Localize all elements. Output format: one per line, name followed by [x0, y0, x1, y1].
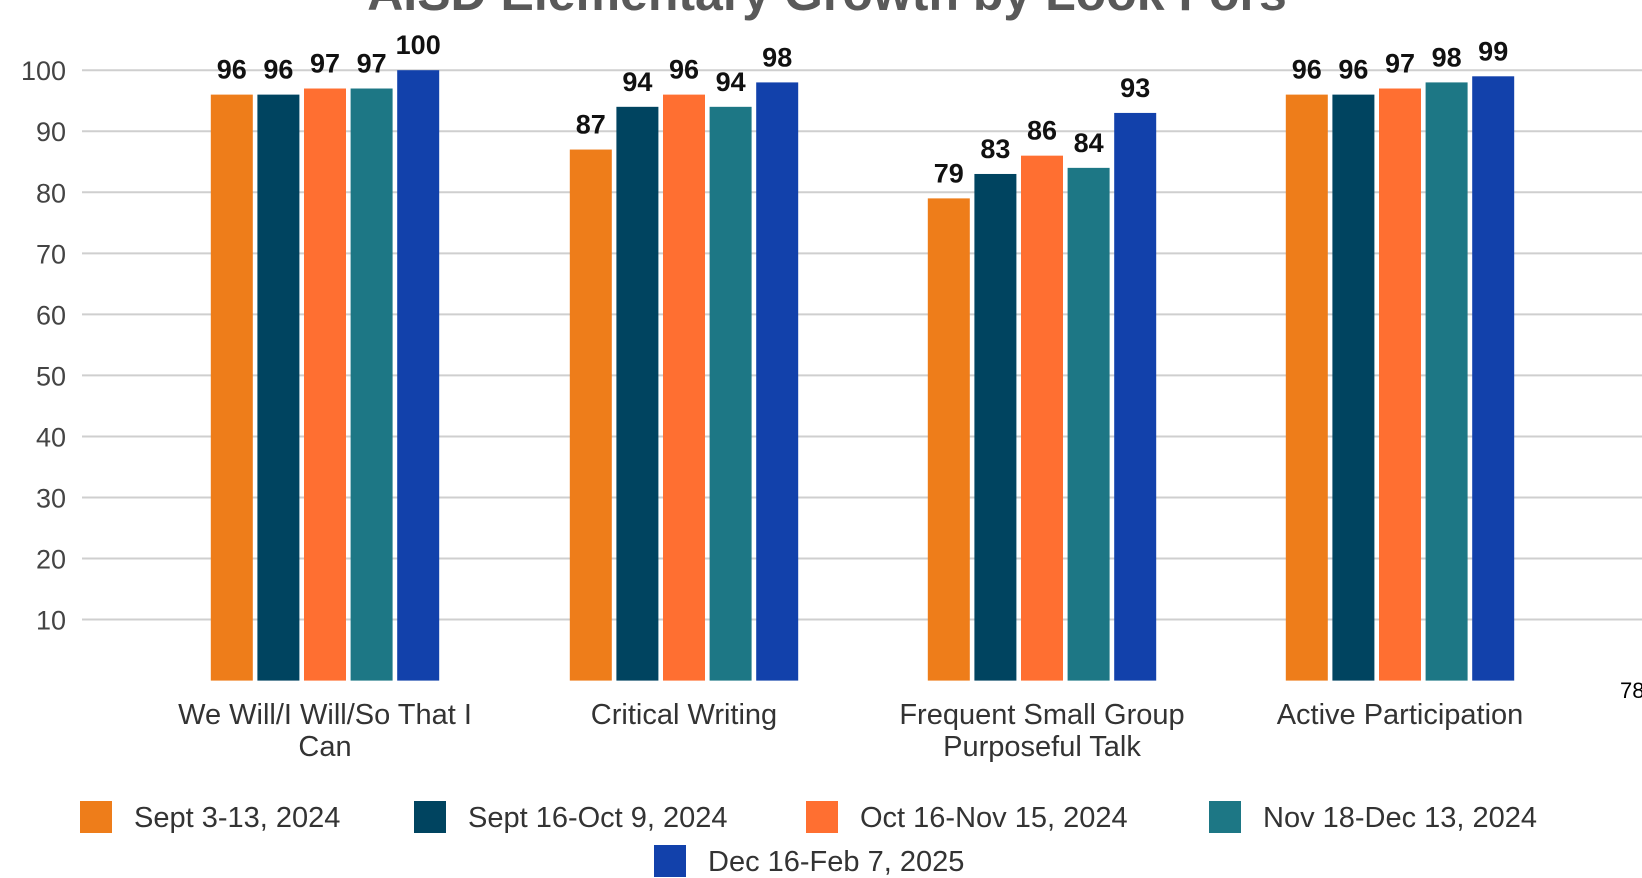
- legend-swatch: [414, 801, 446, 833]
- annotation: 78: [1620, 678, 1642, 703]
- data-label: 96: [1292, 55, 1322, 85]
- bar: [257, 94, 300, 681]
- data-label: 79: [934, 158, 964, 188]
- bar: [927, 198, 970, 681]
- y-tick-label: 100: [21, 56, 66, 86]
- y-tick-label: 70: [36, 239, 66, 269]
- data-label: 84: [1074, 128, 1104, 158]
- y-tick-label: 20: [36, 545, 66, 575]
- legend-label: Sept 16-Oct 9, 2024: [468, 802, 728, 834]
- bar: [616, 106, 659, 681]
- bar: [210, 94, 253, 681]
- y-tick-label: 40: [36, 422, 66, 452]
- legend-swatch: [806, 801, 838, 833]
- legend-swatch: [654, 845, 686, 877]
- x-tick-label: We Will/I Will/So That I Can: [178, 698, 472, 763]
- legend-swatch: [1209, 801, 1241, 833]
- legend-label: Oct 16-Nov 15, 2024: [860, 802, 1128, 834]
- data-label: 97: [1385, 49, 1415, 79]
- bar: [1379, 88, 1421, 681]
- bar: [1021, 155, 1063, 681]
- legend-label: Sept 3-13, 2024: [134, 802, 340, 834]
- bar: [350, 88, 393, 681]
- bar: [1067, 167, 1110, 681]
- y-tick-label: 90: [36, 117, 66, 147]
- bar: [304, 88, 346, 681]
- bar: [1425, 82, 1468, 681]
- data-label: 96: [217, 55, 247, 85]
- data-label: 98: [1432, 42, 1462, 72]
- bar: [663, 94, 705, 681]
- x-tick-label: Frequent Small Group Purposeful Talk: [899, 698, 1185, 763]
- y-tick-label: 60: [36, 300, 66, 330]
- x-tick-label: Active Participation: [1276, 698, 1524, 731]
- chart-title: AISD Elementary Growth by Look Fors: [367, 0, 1287, 21]
- x-tick-label: Critical Writing: [590, 698, 778, 731]
- legend-swatch: [80, 801, 112, 833]
- data-label: 100: [396, 30, 441, 60]
- bar: [1472, 76, 1515, 681]
- data-label: 87: [576, 110, 606, 140]
- bar: [974, 173, 1017, 681]
- legend-label: Dec 16-Feb 7, 2025: [708, 846, 964, 878]
- data-label: 98: [762, 42, 792, 72]
- data-label: 96: [669, 55, 699, 85]
- y-tick-label: 50: [36, 361, 66, 391]
- data-label: 99: [1478, 36, 1508, 66]
- data-label: 97: [310, 49, 340, 79]
- bar: [1114, 112, 1157, 681]
- data-label: 96: [263, 55, 293, 85]
- bar: [397, 70, 440, 681]
- bar: [1285, 94, 1328, 681]
- data-label: 96: [1338, 55, 1368, 85]
- bar: [709, 106, 752, 681]
- bar: [756, 82, 799, 681]
- data-label: 93: [1120, 73, 1150, 103]
- data-label: 86: [1027, 116, 1057, 146]
- data-label: 94: [716, 67, 746, 97]
- y-tick-label: 80: [36, 178, 66, 208]
- bar: [1332, 94, 1375, 681]
- y-tick-label: 10: [36, 606, 66, 636]
- legend-label: Nov 18-Dec 13, 2024: [1263, 802, 1537, 834]
- y-tick-label: 30: [36, 483, 66, 513]
- data-label: 83: [980, 134, 1010, 164]
- data-label: 97: [357, 49, 387, 79]
- data-label: 94: [622, 67, 652, 97]
- bar: [569, 149, 612, 681]
